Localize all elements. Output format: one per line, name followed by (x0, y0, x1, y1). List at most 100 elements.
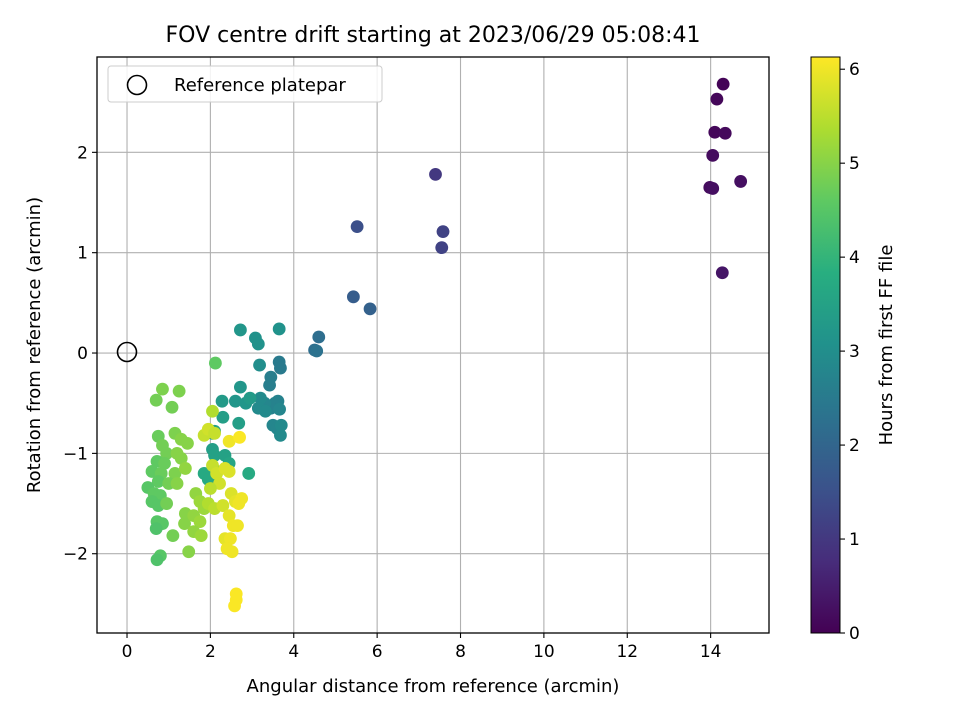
data-point (182, 545, 196, 559)
data-point (274, 428, 287, 442)
data-point (225, 545, 239, 559)
legend-box (107, 65, 383, 103)
x-tick-label: 12 (616, 642, 638, 662)
data-point (706, 182, 720, 195)
data-point (231, 519, 244, 533)
data-point (216, 410, 230, 424)
data-point (208, 448, 221, 462)
data-point (194, 529, 208, 543)
data-point (263, 378, 276, 392)
data-point (149, 522, 163, 536)
legend-entry-label: Reference platepar (174, 75, 346, 96)
data-point (222, 465, 236, 478)
data-point (151, 475, 165, 488)
x-tick-label: 6 (372, 642, 383, 662)
colorbar-tick-label: 0 (849, 624, 860, 644)
data-point (273, 402, 286, 416)
data-point (228, 599, 241, 613)
data-point (165, 400, 179, 414)
data-point (203, 482, 217, 495)
x-tick-label: 4 (288, 642, 299, 662)
data-point (168, 467, 182, 480)
chart-title: FOV centre drift starting at 2023/06/29 … (166, 23, 701, 48)
data-point (734, 175, 748, 188)
data-point (274, 418, 288, 432)
data-point (435, 241, 449, 255)
colorbar-ticks: 0 1 2 3 4 5 6 (840, 60, 860, 644)
data-point (346, 290, 360, 304)
data-point (178, 517, 191, 531)
data-point (234, 323, 247, 337)
data-point (310, 344, 324, 358)
data-point (160, 446, 174, 460)
colorbar-tick-label: 5 (849, 154, 860, 174)
colorbar-tick-label: 6 (849, 60, 860, 80)
data-point (254, 391, 267, 405)
x-tick-label: 0 (122, 642, 133, 662)
colorbar-tick-label: 4 (849, 248, 860, 268)
y-axis-ticks: −2 −1 0 1 2 (63, 143, 97, 565)
data-point (174, 451, 188, 465)
data-point (232, 416, 246, 430)
data-point (150, 553, 164, 567)
data-point (234, 380, 247, 394)
x-tick-label: 8 (455, 642, 466, 662)
x-tick-label: 14 (700, 642, 722, 662)
data-point (715, 266, 729, 280)
y-tick-label: −2 (63, 545, 88, 565)
data-point (178, 462, 192, 475)
data-point (222, 509, 236, 522)
data-point (242, 467, 256, 480)
x-tick-label: 10 (533, 642, 555, 662)
data-point (710, 92, 724, 106)
data-point (193, 515, 207, 529)
data-point (716, 77, 730, 91)
data-point (312, 330, 326, 344)
data-point (350, 220, 364, 233)
data-point (436, 225, 450, 239)
colorbar-tick-label: 2 (849, 436, 860, 456)
y-tick-label: 1 (77, 244, 88, 264)
data-point (166, 529, 180, 543)
data-point (253, 358, 266, 372)
legend: Reference platepar (107, 65, 383, 103)
legend-reference-marker (126, 74, 148, 96)
plot-frame (96, 56, 770, 634)
data-point (158, 457, 171, 470)
data-point (251, 337, 265, 351)
data-point (215, 394, 229, 408)
data-point (363, 302, 377, 316)
data-point (232, 497, 246, 510)
data-point (718, 126, 732, 140)
colorbar-tick-label: 1 (849, 530, 860, 550)
data-point (223, 532, 237, 546)
data-point (160, 497, 174, 510)
data-point (429, 168, 442, 181)
colorbar-gradient (810, 56, 841, 634)
x-axis-label: Angular distance from reference (arcmin) (247, 676, 620, 697)
data-point (272, 322, 286, 336)
y-tick-label: −1 (63, 444, 88, 464)
data-point (156, 382, 169, 396)
grid-lines (97, 57, 769, 633)
data-point (259, 404, 272, 418)
data-point (181, 436, 194, 450)
colorbar-tick-label: 3 (849, 342, 860, 362)
data-point (222, 434, 236, 448)
data-point (233, 430, 246, 444)
y-tick-label: 2 (77, 143, 88, 163)
data-point (229, 394, 242, 408)
reference-platepar-marker (116, 341, 138, 363)
data-point (208, 426, 221, 440)
colorbar-label: Hours from first FF file (876, 245, 897, 446)
data-point (170, 477, 184, 490)
data-point (208, 356, 222, 370)
data-point (243, 391, 257, 405)
data-point (274, 361, 287, 375)
y-axis-label: Rotation from reference (arcmin) (24, 197, 45, 493)
data-point (149, 393, 163, 407)
colorbar: 0 1 2 3 4 5 6 Hours from first FF file (810, 56, 897, 644)
x-tick-label: 2 (205, 642, 216, 662)
